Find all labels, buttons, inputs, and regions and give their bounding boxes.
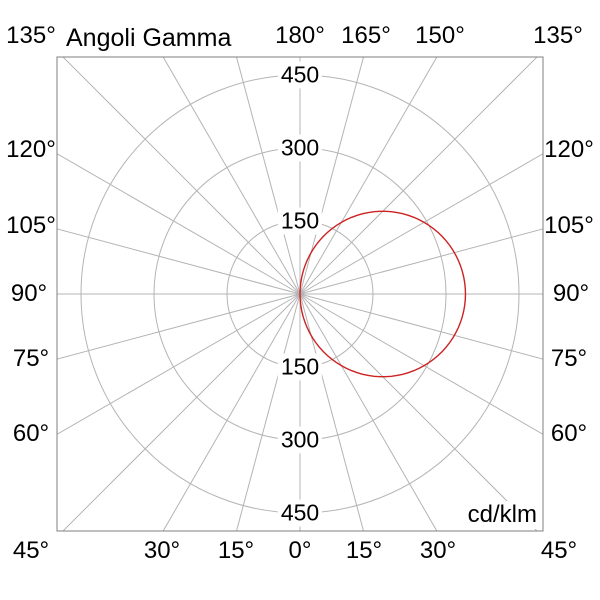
grid-ray [299,293,543,360]
angle-label: 120° [6,136,56,163]
angle-label: 30° [419,537,457,564]
grid-ray [57,153,301,295]
grid-ray [299,293,543,435]
angle-label: 0° [288,537,312,564]
chart-title: Angoli Gamma [66,24,232,52]
angle-label: 135° [533,22,583,49]
angle-label: 105° [544,212,594,239]
angle-label: 45° [12,537,50,564]
radial-tick-label: 300 [277,426,323,454]
angle-label: 135° [6,22,56,49]
angle-label: 90° [552,280,590,307]
unit-label: cd/klm [437,501,537,529]
grid-ray [62,57,301,295]
grid-ray [299,57,438,295]
angle-label: 45° [540,537,578,564]
grid-ray [162,293,301,531]
grid-ray [299,57,538,295]
angle-label: 165° [341,22,391,49]
radial-tick-label: 300 [277,134,323,162]
angle-label: 15° [345,537,383,564]
radial-tick-label: 450 [277,499,323,527]
grid-ray [299,153,543,295]
angle-label: 15° [217,537,255,564]
grid-ray [299,293,438,531]
radial-tick-label: 150 [277,353,323,381]
grid-ray [299,293,538,531]
angle-label: 150° [415,22,465,49]
grid-ray [57,293,301,360]
grid-ray [57,228,301,295]
angle-label: 105° [6,212,56,239]
grid-ray [62,293,301,531]
angle-label: 75° [12,345,50,372]
grid-ray [299,228,543,295]
radial-tick-label: 450 [277,61,323,89]
angle-label: 30° [143,537,181,564]
radial-tick-label: 150 [277,207,323,235]
angle-label: 60° [550,420,588,447]
angle-label: 120° [544,136,594,163]
grid-ray [57,293,301,435]
intensity-curve [299,210,467,378]
angle-label: 90° [10,280,48,307]
grid-ray [162,57,301,295]
plot-frame [56,56,544,532]
angle-label: 60° [12,420,50,447]
angle-label: 180° [275,22,325,49]
angle-label: 75° [550,345,588,372]
